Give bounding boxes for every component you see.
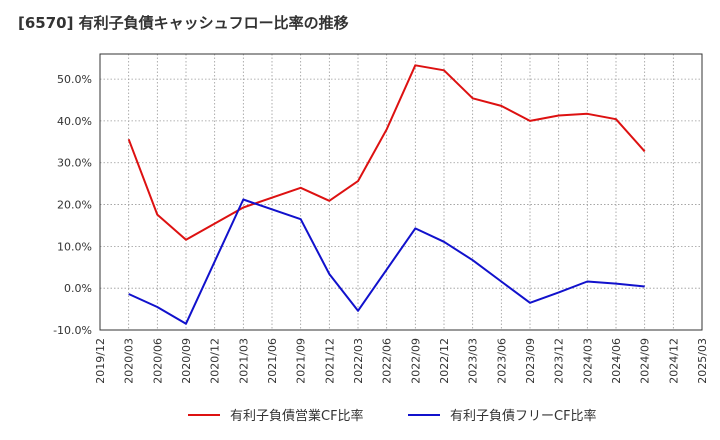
x-tick-label: 2021/09 [295,338,308,384]
x-tick-label: 2020/12 [209,338,222,384]
x-tick-label: 2024/06 [610,338,623,384]
axis-ticks: 2019/12 2020/03 2020/06 2020/09 2020/12 2021/… [53,73,709,384]
x-tick-label: 2023/09 [524,338,537,384]
x-tick-label: 2022/12 [438,338,451,384]
legend-label: 有利子負債営業CF比率 [230,408,364,424]
legend: 有利子負債営業CF比率 有利子負債フリーCF比率 [188,408,597,424]
y-tick-label: 30.0% [57,157,92,170]
y-tick-label: 0.0% [64,282,92,295]
x-tick-label: 2019/12 [94,338,107,384]
series-lines [127,64,646,325]
x-tick-label: 2020/03 [123,338,136,384]
legend-label: 有利子負債フリーCF比率 [450,408,597,424]
x-tick-label: 2021/12 [323,338,336,384]
y-tick-label: -10.0% [53,324,92,337]
x-tick-label: 2022/06 [381,338,394,384]
x-tick-label: 2021/03 [237,338,250,384]
x-tick-label: 2023/06 [495,338,508,384]
x-tick-label: 2022/09 [409,338,422,384]
series-line-1 [127,64,646,241]
plot-frame [99,53,703,331]
x-tick-label: 2021/06 [266,338,279,384]
x-tick-label: 2025/03 [696,338,709,384]
y-tick-label: 50.0% [57,73,92,86]
x-tick-label: 2020/09 [180,338,193,384]
series-line-2 [128,198,645,325]
x-tick-label: 2024/09 [639,338,652,384]
x-tick-label: 2020/06 [151,338,164,384]
x-tick-label: 2023/12 [553,338,566,384]
x-tick-label: 2023/03 [467,338,480,384]
plot-background [100,54,702,330]
chart-title: [6570] 有利子負債キャッシュフロー比率の推移 [18,14,349,32]
y-tick-label: 40.0% [57,115,92,128]
x-tick-label: 2022/03 [352,338,365,384]
y-tick-label: 20.0% [57,199,92,212]
y-tick-label: 10.0% [57,240,92,253]
x-tick-label: 2024/03 [581,338,594,384]
x-tick-label: 2024/12 [667,338,680,384]
